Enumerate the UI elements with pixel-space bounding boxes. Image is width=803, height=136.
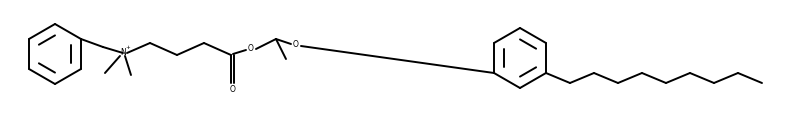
Text: O: O xyxy=(230,86,235,95)
Text: +: + xyxy=(125,46,130,50)
Text: N: N xyxy=(120,49,126,58)
Text: O: O xyxy=(248,44,254,53)
Text: O: O xyxy=(292,41,299,50)
